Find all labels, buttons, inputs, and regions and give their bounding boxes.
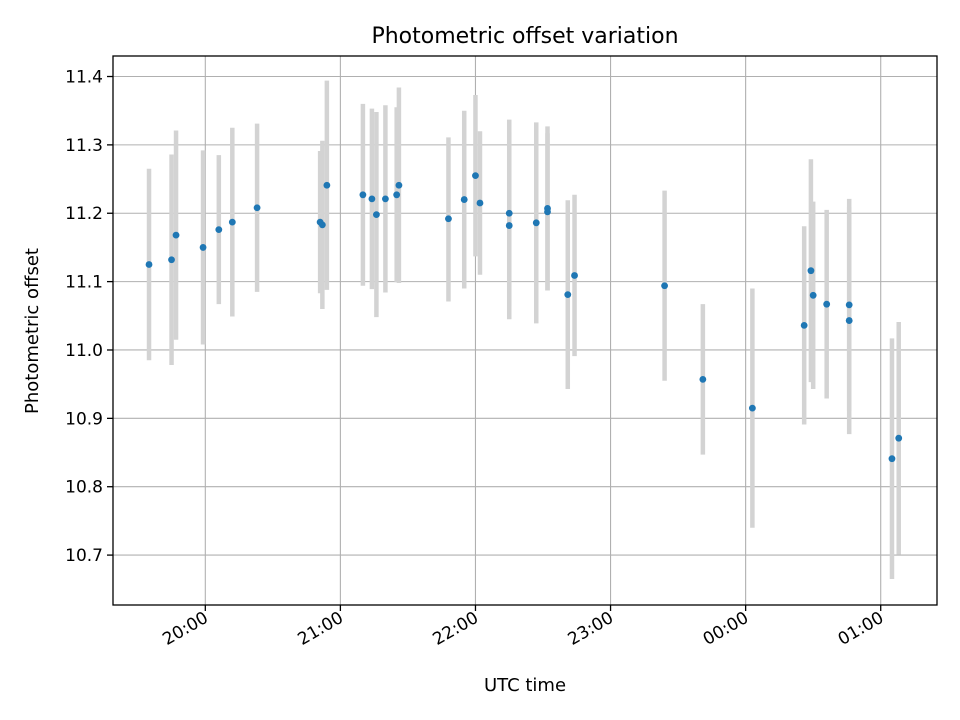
data-point [845,301,853,309]
data-point [253,204,261,212]
y-tick-label: 11.4 [65,68,103,88]
data-point [505,209,513,217]
data-point [168,256,175,264]
y-tick-label: 10.9 [65,409,103,429]
data-point [888,455,896,463]
y-tick-label: 10.7 [65,546,103,566]
y-tick-label: 11.1 [65,273,103,293]
data-point [476,199,484,207]
data-point [359,191,367,199]
data-point [215,226,223,234]
data-point [318,221,326,229]
data-point [823,300,831,308]
data-point [544,208,551,216]
data-point [382,195,389,203]
data-point [800,321,808,329]
data-point [460,196,468,203]
data-point [571,272,578,279]
data-point [228,218,236,226]
data-point [895,434,903,442]
data-points [145,172,903,463]
y-tick-label: 11.2 [65,204,103,224]
data-point [845,317,853,324]
data-point [368,195,376,203]
plot-frame [112,55,938,606]
data-point [564,291,572,299]
y-axis-label: Photometric offset [22,248,43,414]
x-axis-label: UTC time [484,675,566,696]
data-point [199,244,207,251]
data-point [699,375,707,383]
data-point [445,215,452,223]
data-point [145,261,153,268]
y-tick-label: 10.8 [65,478,103,498]
data-point [661,282,668,290]
data-point [393,191,401,199]
data-point [532,219,540,227]
data-point [472,172,479,180]
data-point [323,181,331,189]
chart-title: Photometric offset variation [371,24,678,49]
data-point [505,222,513,229]
y-tick-label: 11.3 [65,136,103,156]
data-point [172,231,180,239]
data-point [373,211,380,219]
y-tick-label: 11.0 [65,341,103,361]
data-point [748,404,756,412]
data-point [809,291,817,299]
data-point [807,267,815,275]
data-point [395,181,403,189]
